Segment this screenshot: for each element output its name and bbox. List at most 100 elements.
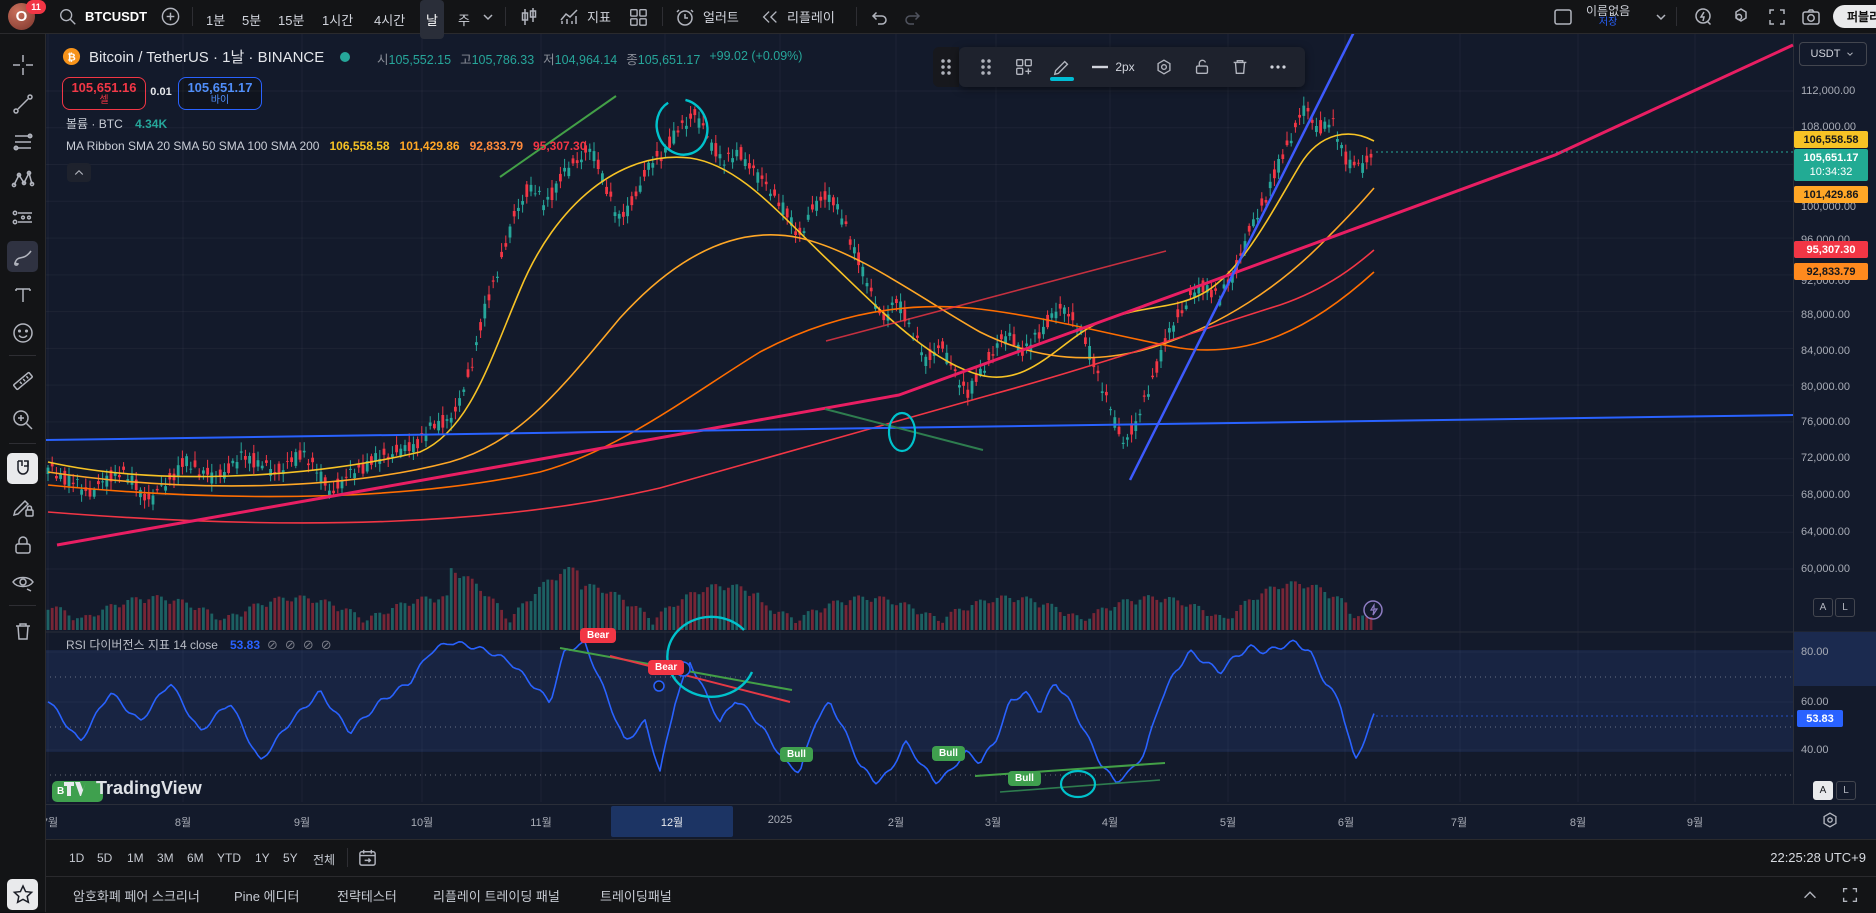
text-tool[interactable] (7, 279, 38, 310)
bull-divergence-marker[interactable]: Bull (1008, 771, 1041, 786)
symbol-title[interactable]: Bitcoin / TetherUS · 1날 · BINANCE (89, 49, 325, 66)
volume-legend[interactable]: 볼륨 · BTC 4.34K (66, 115, 167, 132)
interval-1h[interactable]: 1시간 (322, 13, 354, 28)
alert-button[interactable]: 얼러트 (674, 0, 739, 33)
inner-drag-handle[interactable] (969, 51, 1003, 83)
market-status-dot[interactable] (340, 51, 351, 62)
more-options-button[interactable] (1261, 51, 1295, 83)
drawing-delete-button[interactable] (1223, 51, 1257, 83)
chart-style-button[interactable] (518, 0, 540, 33)
pencil-lock-icon (12, 499, 34, 517)
layout-select-button[interactable] (1552, 0, 1574, 33)
crosshair-tool[interactable] (7, 49, 38, 80)
pane-collapse-button[interactable] (67, 163, 91, 182)
sma50-axis-label: 101,429.86 (1794, 186, 1868, 203)
snapshot-button[interactable] (1800, 0, 1822, 33)
price-tick: 64,000.00 (1801, 526, 1850, 538)
panel-collapse-button[interactable] (1800, 885, 1820, 910)
symbol-search-button[interactable]: BTCUSDT (58, 0, 147, 33)
bull-divergence-marker[interactable]: Bull (932, 746, 965, 761)
log-scale-button[interactable]: L (1835, 598, 1855, 617)
chart-canvas[interactable] (45, 33, 1876, 838)
interval-dropdown-caret[interactable] (480, 0, 496, 33)
range-5y[interactable]: 5Y (283, 851, 298, 865)
bear-divergence-marker[interactable]: Bear (648, 660, 685, 675)
drawing-settings-button[interactable] (1147, 51, 1181, 83)
rsi-legend[interactable]: RSI 다이버전스 지표 14 close 53.83 ⊘ ⊘ ⊘ ⊘ (66, 636, 332, 653)
interval-1m[interactable]: 1분 (206, 13, 226, 28)
rsi-auto-scale-button[interactable]: A (1813, 781, 1833, 800)
sell-button[interactable]: 105,651.16 셀 (62, 77, 146, 110)
save-label[interactable]: 저장 (1598, 16, 1618, 28)
lock-drawings-tool[interactable] (7, 529, 38, 560)
rsi-hide-icon[interactable]: ⊘ (302, 636, 314, 652)
indicator-templates-button[interactable] (628, 0, 648, 33)
brush-tool-selected[interactable] (7, 241, 38, 272)
range-3m[interactable]: 3M (157, 851, 174, 865)
auto-scale-button[interactable]: A (1813, 598, 1833, 617)
favorites-toolbar-toggle[interactable] (7, 879, 38, 910)
interval-5m[interactable]: 5분 (242, 13, 262, 28)
range-6m[interactable]: 6M (187, 851, 204, 865)
fullscreen-button[interactable] (1766, 0, 1788, 33)
range-5d[interactable]: 5D (97, 851, 113, 865)
forecast-tool[interactable] (7, 202, 38, 233)
quick-search-button[interactable] (1692, 0, 1714, 33)
tab-strategy-tester[interactable]: 전략테스터 (337, 889, 397, 904)
time-axis[interactable]: 7월 8월 9월 10월 11월 12월 2025 2월 3월 4월 5월 6월… (42, 804, 1876, 839)
interval-1w[interactable]: 주 (458, 13, 470, 28)
range-1y[interactable]: 1Y (255, 851, 270, 865)
ma-ribbon-legend[interactable]: MA Ribbon SMA 20 SMA 50 SMA 100 SMA 200 … (66, 139, 586, 153)
rsi-hide-icon[interactable]: ⊘ (320, 636, 332, 652)
tab-pine-editor[interactable]: Pine 에디터 (234, 889, 300, 904)
magnet-mode-active[interactable] (7, 453, 38, 484)
drawing-lock-button[interactable] (1185, 51, 1219, 83)
floating-drawing-toolbar[interactable]: 2px (933, 47, 1305, 87)
interval-4h[interactable]: 4시간 (374, 13, 406, 28)
rsi-log-scale-button[interactable]: L (1836, 781, 1856, 800)
stay-drawing-mode-tool[interactable] (7, 491, 38, 522)
buy-button[interactable]: 105,651.17 바이 (178, 77, 262, 110)
drawing-template-button[interactable] (1007, 51, 1041, 83)
trend-line-tool[interactable] (7, 88, 38, 119)
rsi-hide-icon[interactable]: ⊘ (284, 636, 296, 652)
interval-1d-selected[interactable]: 날 (420, 0, 444, 39)
redo-button[interactable] (902, 0, 924, 33)
time-axis-settings-button[interactable] (1820, 810, 1840, 835)
symbol-legend[interactable]: ₿ Bitcoin / TetherUS · 1날 · BINANCE (62, 46, 351, 67)
layout-dropdown-caret[interactable] (1653, 0, 1669, 33)
rsi-hide-icon[interactable]: ⊘ (267, 636, 278, 652)
tab-trading-panel[interactable]: 트레이딩패널 (600, 889, 672, 904)
range-ytd[interactable]: YTD (217, 851, 241, 865)
remove-drawings-tool[interactable] (7, 615, 38, 646)
tab-replay-trading[interactable]: 리플레이 트레이딩 패널 (433, 889, 560, 904)
publish-button[interactable]: 퍼블리시 (1833, 5, 1876, 28)
go-to-date-button[interactable] (357, 847, 378, 873)
line-width-button[interactable]: 2px (1083, 51, 1143, 83)
line-color-button[interactable] (1045, 51, 1079, 83)
fib-retracement-tool[interactable] (7, 126, 38, 157)
range-all[interactable]: 전체 (313, 853, 336, 867)
server-clock[interactable]: 22:25:28 UTC+9 (1770, 850, 1866, 865)
bull-divergence-marker[interactable]: Bull (780, 747, 813, 762)
zoom-in-tool[interactable] (7, 404, 38, 435)
undo-button[interactable] (868, 0, 890, 33)
pattern-tool[interactable] (7, 164, 38, 195)
panel-expand-button[interactable] (1840, 885, 1860, 910)
range-1m[interactable]: 1M (127, 851, 144, 865)
bear-divergence-marker[interactable]: Bear (580, 628, 617, 643)
indicators-button[interactable]: 지표 (558, 0, 611, 33)
hidden-bull-marker[interactable]: B (52, 781, 103, 802)
hide-drawings-tool[interactable] (7, 567, 38, 598)
toolbar-drag-handle[interactable] (933, 47, 959, 87)
replay-button[interactable]: 리플레이 (760, 0, 835, 33)
tab-pair-screener[interactable]: 암호화폐 페어 스크리너 (73, 889, 200, 904)
measure-tool[interactable] (7, 365, 38, 396)
settings-button[interactable] (1728, 0, 1750, 33)
range-1d[interactable]: 1D (69, 851, 85, 865)
interval-15m[interactable]: 15분 (278, 13, 305, 28)
compare-add-button[interactable] (160, 0, 181, 33)
layout-name-button[interactable]: 이름없음 저장 (1586, 0, 1630, 33)
emoji-tool[interactable] (7, 317, 38, 348)
currency-selector[interactable]: USDT (1799, 42, 1867, 66)
